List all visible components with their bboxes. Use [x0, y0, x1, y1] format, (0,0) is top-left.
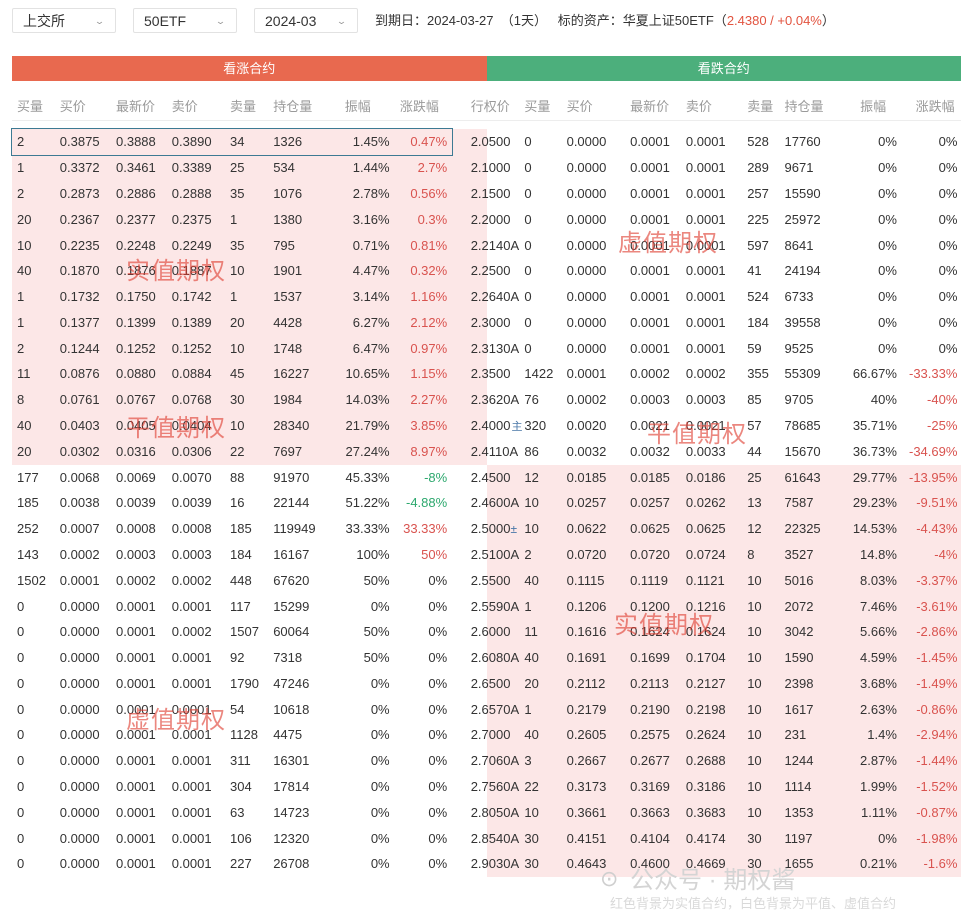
svg-text:红色背景为实值合约，白色背景为平值、虚值合约: 红色背景为实值合约，白色背景为平值、虚值合约: [610, 896, 896, 911]
